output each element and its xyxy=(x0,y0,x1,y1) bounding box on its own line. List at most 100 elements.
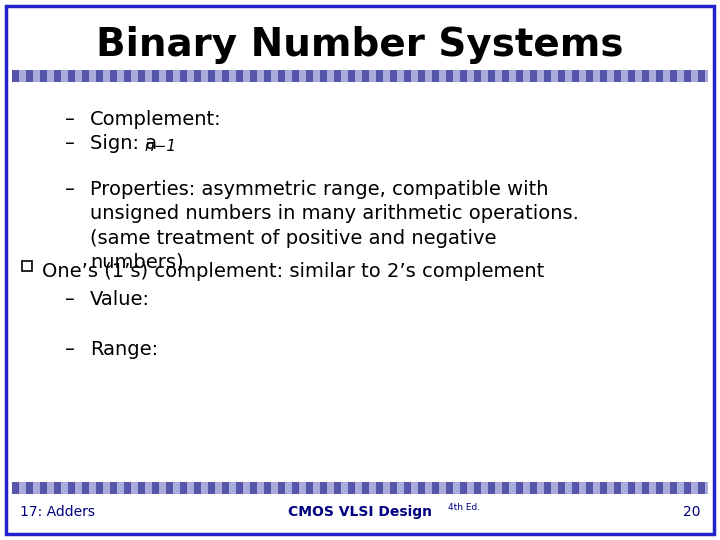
Bar xyxy=(215,482,222,494)
Bar xyxy=(19,70,26,82)
Bar xyxy=(19,482,26,494)
Bar xyxy=(642,482,649,494)
Bar xyxy=(75,70,82,82)
Bar xyxy=(278,70,285,82)
Bar xyxy=(530,482,537,494)
Bar xyxy=(341,482,348,494)
Bar xyxy=(411,70,418,82)
Bar xyxy=(621,482,628,494)
Bar xyxy=(257,70,264,82)
Bar xyxy=(306,482,313,494)
Bar xyxy=(68,482,75,494)
Text: 20: 20 xyxy=(683,505,700,519)
Bar xyxy=(362,70,369,82)
Bar xyxy=(656,482,663,494)
Bar xyxy=(299,482,306,494)
Bar xyxy=(40,70,47,82)
Bar xyxy=(138,482,145,494)
Bar xyxy=(579,70,586,82)
Bar xyxy=(103,70,110,82)
Bar xyxy=(432,70,439,82)
Bar xyxy=(418,482,425,494)
Bar xyxy=(642,70,649,82)
Bar xyxy=(502,70,509,82)
Bar xyxy=(131,70,138,82)
Bar xyxy=(607,70,614,82)
Bar xyxy=(208,482,215,494)
Bar xyxy=(691,482,698,494)
Bar xyxy=(166,482,173,494)
Bar xyxy=(684,70,691,82)
Bar xyxy=(75,482,82,494)
Bar xyxy=(537,70,544,82)
Bar xyxy=(194,482,201,494)
Bar xyxy=(523,70,530,82)
Bar xyxy=(530,70,537,82)
Bar xyxy=(544,482,551,494)
Bar xyxy=(264,482,271,494)
Bar xyxy=(453,70,460,82)
Bar xyxy=(705,482,708,494)
Bar xyxy=(96,482,103,494)
Bar xyxy=(495,482,502,494)
Bar xyxy=(565,482,572,494)
Bar xyxy=(383,70,390,82)
Bar xyxy=(453,482,460,494)
Bar xyxy=(439,482,446,494)
Bar xyxy=(551,70,558,82)
Bar xyxy=(145,482,152,494)
Bar xyxy=(180,482,187,494)
Bar xyxy=(635,70,642,82)
Bar xyxy=(362,482,369,494)
Bar xyxy=(656,70,663,82)
Bar xyxy=(698,70,705,82)
Bar xyxy=(705,70,708,82)
Bar xyxy=(348,70,355,82)
Text: n−1: n−1 xyxy=(144,139,176,154)
Bar xyxy=(292,70,299,82)
Bar xyxy=(677,482,684,494)
Bar xyxy=(208,70,215,82)
Bar xyxy=(138,70,145,82)
Bar xyxy=(257,482,264,494)
Bar xyxy=(82,70,89,82)
Bar xyxy=(215,70,222,82)
Bar xyxy=(404,482,411,494)
Bar xyxy=(432,482,439,494)
Bar xyxy=(96,70,103,82)
Bar xyxy=(516,482,523,494)
Bar xyxy=(383,482,390,494)
Bar xyxy=(222,70,229,82)
Bar xyxy=(565,70,572,82)
Bar xyxy=(285,70,292,82)
Text: Properties: asymmetric range, compatible with
unsigned numbers in many arithmeti: Properties: asymmetric range, compatible… xyxy=(90,180,579,272)
Bar xyxy=(12,70,19,82)
Text: –: – xyxy=(65,290,75,309)
Bar xyxy=(460,482,467,494)
Bar xyxy=(446,70,453,82)
Bar xyxy=(460,70,467,82)
Bar xyxy=(348,482,355,494)
Bar xyxy=(593,482,600,494)
Bar xyxy=(117,482,124,494)
Bar xyxy=(145,70,152,82)
Bar xyxy=(474,482,481,494)
Bar xyxy=(313,70,320,82)
Bar xyxy=(551,482,558,494)
Bar xyxy=(201,70,208,82)
Bar xyxy=(397,70,404,82)
Bar xyxy=(376,70,383,82)
Text: –: – xyxy=(65,110,75,129)
Bar xyxy=(502,482,509,494)
Bar xyxy=(635,482,642,494)
Bar xyxy=(124,482,131,494)
Bar xyxy=(313,482,320,494)
Bar xyxy=(516,70,523,82)
Bar xyxy=(159,482,166,494)
Bar xyxy=(306,70,313,82)
Bar xyxy=(320,482,327,494)
Bar xyxy=(397,482,404,494)
Text: Value:: Value: xyxy=(90,290,150,309)
Bar xyxy=(614,482,621,494)
Bar xyxy=(572,70,579,82)
